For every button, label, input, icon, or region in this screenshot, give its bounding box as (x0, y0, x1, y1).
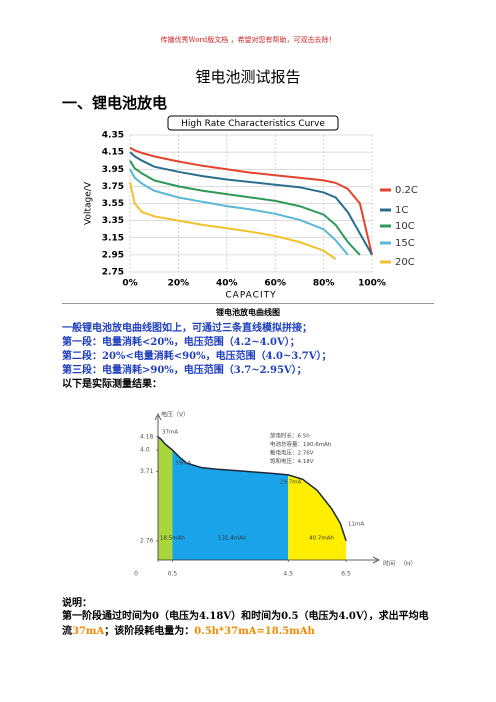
segment-fill (172, 450, 289, 560)
x-axis-label: 时间 (383, 560, 395, 568)
x-tick-label: 4.5 (283, 571, 293, 578)
y-arrow (154, 413, 162, 421)
discharge-chart: High Rate Characteristics Curve 4.35 4.15 3… (84, 115, 418, 301)
figure-caption: 锂电池放电曲线图 (216, 307, 280, 317)
current-label: 37mA (162, 430, 178, 436)
note-heading: 说明： (62, 598, 92, 609)
y-tick-label: 2.75 (102, 268, 124, 278)
y-axis-label: 电压（V） (161, 411, 189, 419)
note-paragraph: 第一阶段通过时间为0（电压为4.18V）和时间为0.5（电压为4.0V），求出平… (62, 609, 436, 639)
body-line: 以下是实际测量结果： (62, 379, 162, 390)
y-axis-label: Voltage/V (84, 181, 94, 225)
capacity-label: 18.5mAh (160, 536, 185, 542)
x-tick-label: 0% (122, 279, 137, 289)
capacity-label: 40.7mAh (309, 536, 334, 542)
series-line (129, 151, 373, 256)
legend-label: 20C (395, 257, 415, 268)
x-tick-label: 60% (264, 279, 286, 289)
document-title: 锂电池测试报告 (195, 68, 301, 86)
x-axis-unit: （H） (400, 561, 417, 568)
current-label: 29.7mA (280, 480, 302, 486)
series-line (129, 181, 337, 261)
legend-label: 1C (395, 205, 408, 216)
note-highlight: 37mA (72, 626, 105, 637)
body-line: 一般锂电池放电曲线图如上，可通过三条直线模拟拼接； (62, 323, 312, 334)
y-tick-label: 4.0 (140, 447, 150, 454)
segment-fill (158, 436, 173, 560)
y-tick-label: 3.95 (102, 165, 124, 175)
x-tick-label: 40% (216, 279, 238, 289)
body-line: 第一段：电量消耗<20%，电压范围（4.2~4.0V）； (62, 337, 300, 348)
y-tick-label: 3.71 (140, 468, 154, 475)
segment-fill (288, 474, 347, 560)
x-tick-label: 100% (358, 279, 386, 289)
header-note: 传播优秀Word版文档 ，希望对您有帮助，可双击去除！ (160, 36, 336, 44)
x-axis-label: CAPACITY (225, 291, 276, 301)
info-line: 饱和电压：4.18V (270, 457, 314, 465)
series-line (129, 146, 373, 256)
series-line (129, 168, 349, 256)
voltage-curve (157, 436, 347, 542)
current-label: 11mA (348, 522, 364, 528)
y-tick-label: 4.18 (140, 433, 154, 440)
y-tick-label: 2.76 (140, 537, 154, 544)
measured-chart: 电压（V） 时间 （H） 4.18 4.0 3.71 2.76 0 0.5 4.5 6.5 37mA 3… (134, 411, 417, 578)
info-line: 电池总容量：190.6mAh (270, 440, 332, 448)
chart-title: High Rate Characteristics Curve (181, 119, 325, 129)
x-tick-label: 0.5 (168, 571, 178, 578)
title-box (167, 115, 339, 131)
x-arrow (372, 556, 380, 564)
y-tick-label: 2.95 (102, 250, 124, 260)
legend-label: 10C (395, 221, 415, 232)
x-tick-label: 6.5 (341, 571, 351, 578)
series-line (129, 160, 361, 256)
y-tick-label: 3.75 (102, 182, 124, 192)
y-tick-label: 3.15 (102, 233, 124, 243)
separator (62, 303, 434, 304)
legend-label: 15C (395, 238, 415, 249)
note-text: 第一阶段通过时间为0（电压为4.18V）和时间为0.5（电压为4.0V），求出平… (62, 611, 429, 637)
info-line: 放电时长：6.5h (270, 432, 310, 440)
current-label: 39mA (175, 461, 191, 467)
note-text: ；该阶段耗电量为： (104, 626, 195, 637)
body-line: 第二段：20%<电量消耗<90%，电压范围（4.0~3.7V）； (62, 351, 332, 362)
y-tick-label: 4.15 (102, 148, 124, 158)
body-line: 第三段：电量消耗>90%，电压范围（3.7~2.95V）； (62, 365, 307, 376)
x-tick-label: 80% (313, 279, 335, 289)
legend-label: 0.2C (395, 185, 418, 196)
x-tick-label: 20% (168, 279, 190, 289)
info-line: 截电电压：2.76V (270, 449, 314, 457)
section-heading: 一、锂电池放电 (62, 94, 168, 112)
note-highlight: 0.5h*37mA=18.5mAh (194, 626, 315, 637)
y-tick-label: 3.35 (102, 216, 124, 226)
capacity-label: 131.4mAh (218, 536, 247, 542)
x-tick-label: 0 (134, 571, 138, 578)
y-tick-label: 4.35 (102, 131, 124, 141)
y-tick-label: 3.55 (102, 199, 124, 209)
